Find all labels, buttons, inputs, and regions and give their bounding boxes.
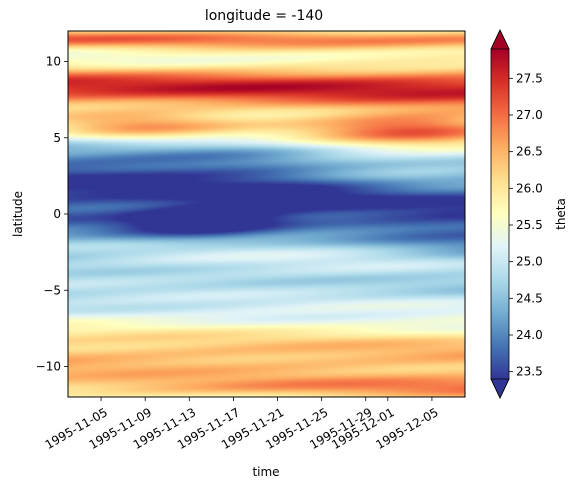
colorbar-extend-max: [490, 29, 510, 50]
colorbar: 23.5 24.0 24.5 25.0 25.5 26.0 26.5 27.0 27.5 the…: [490, 29, 568, 399]
x-axis-label: time: [252, 465, 279, 479]
colorbar-tick-label: 27.5: [516, 71, 543, 85]
colorbar-tick-label: 24.0: [516, 328, 543, 342]
colorbar-outline: [490, 29, 510, 399]
colorbar-extend-min: [490, 378, 510, 399]
y-tick-label: 0: [53, 207, 61, 221]
colorbar-tick-label: 26.5: [516, 145, 543, 159]
colorbar-body: [491, 49, 509, 379]
colorbar-tick-label: 24.5: [516, 291, 543, 305]
y-tick-label: −10: [36, 360, 61, 374]
colorbar-tick-label: 23.5: [516, 365, 543, 379]
heatmap-field: [68, 31, 465, 397]
colorbar-tick-label: 26.0: [516, 181, 543, 195]
chart-title: longitude = -140: [205, 8, 323, 24]
y-tick-label: −5: [43, 283, 61, 297]
y-axis-label: latitude: [11, 191, 25, 237]
x-axis: 1995-11-051995-11-091995-11-131995-11-17…: [43, 397, 441, 452]
colorbar-ticks: 23.5 24.0 24.5 25.0 25.5 26.0 26.5 27.0 27.5: [509, 71, 543, 379]
colorbar-label: theta: [554, 198, 568, 230]
y-tick-label: 5: [53, 131, 61, 145]
y-axis: 10 5 0 −5 −10: [36, 55, 68, 374]
colorbar-tick-label: 27.0: [516, 108, 543, 122]
colorbar-tick-label: 25.0: [516, 255, 543, 269]
colorbar-tick-label: 25.5: [516, 218, 543, 232]
y-tick-label: 10: [46, 55, 61, 69]
